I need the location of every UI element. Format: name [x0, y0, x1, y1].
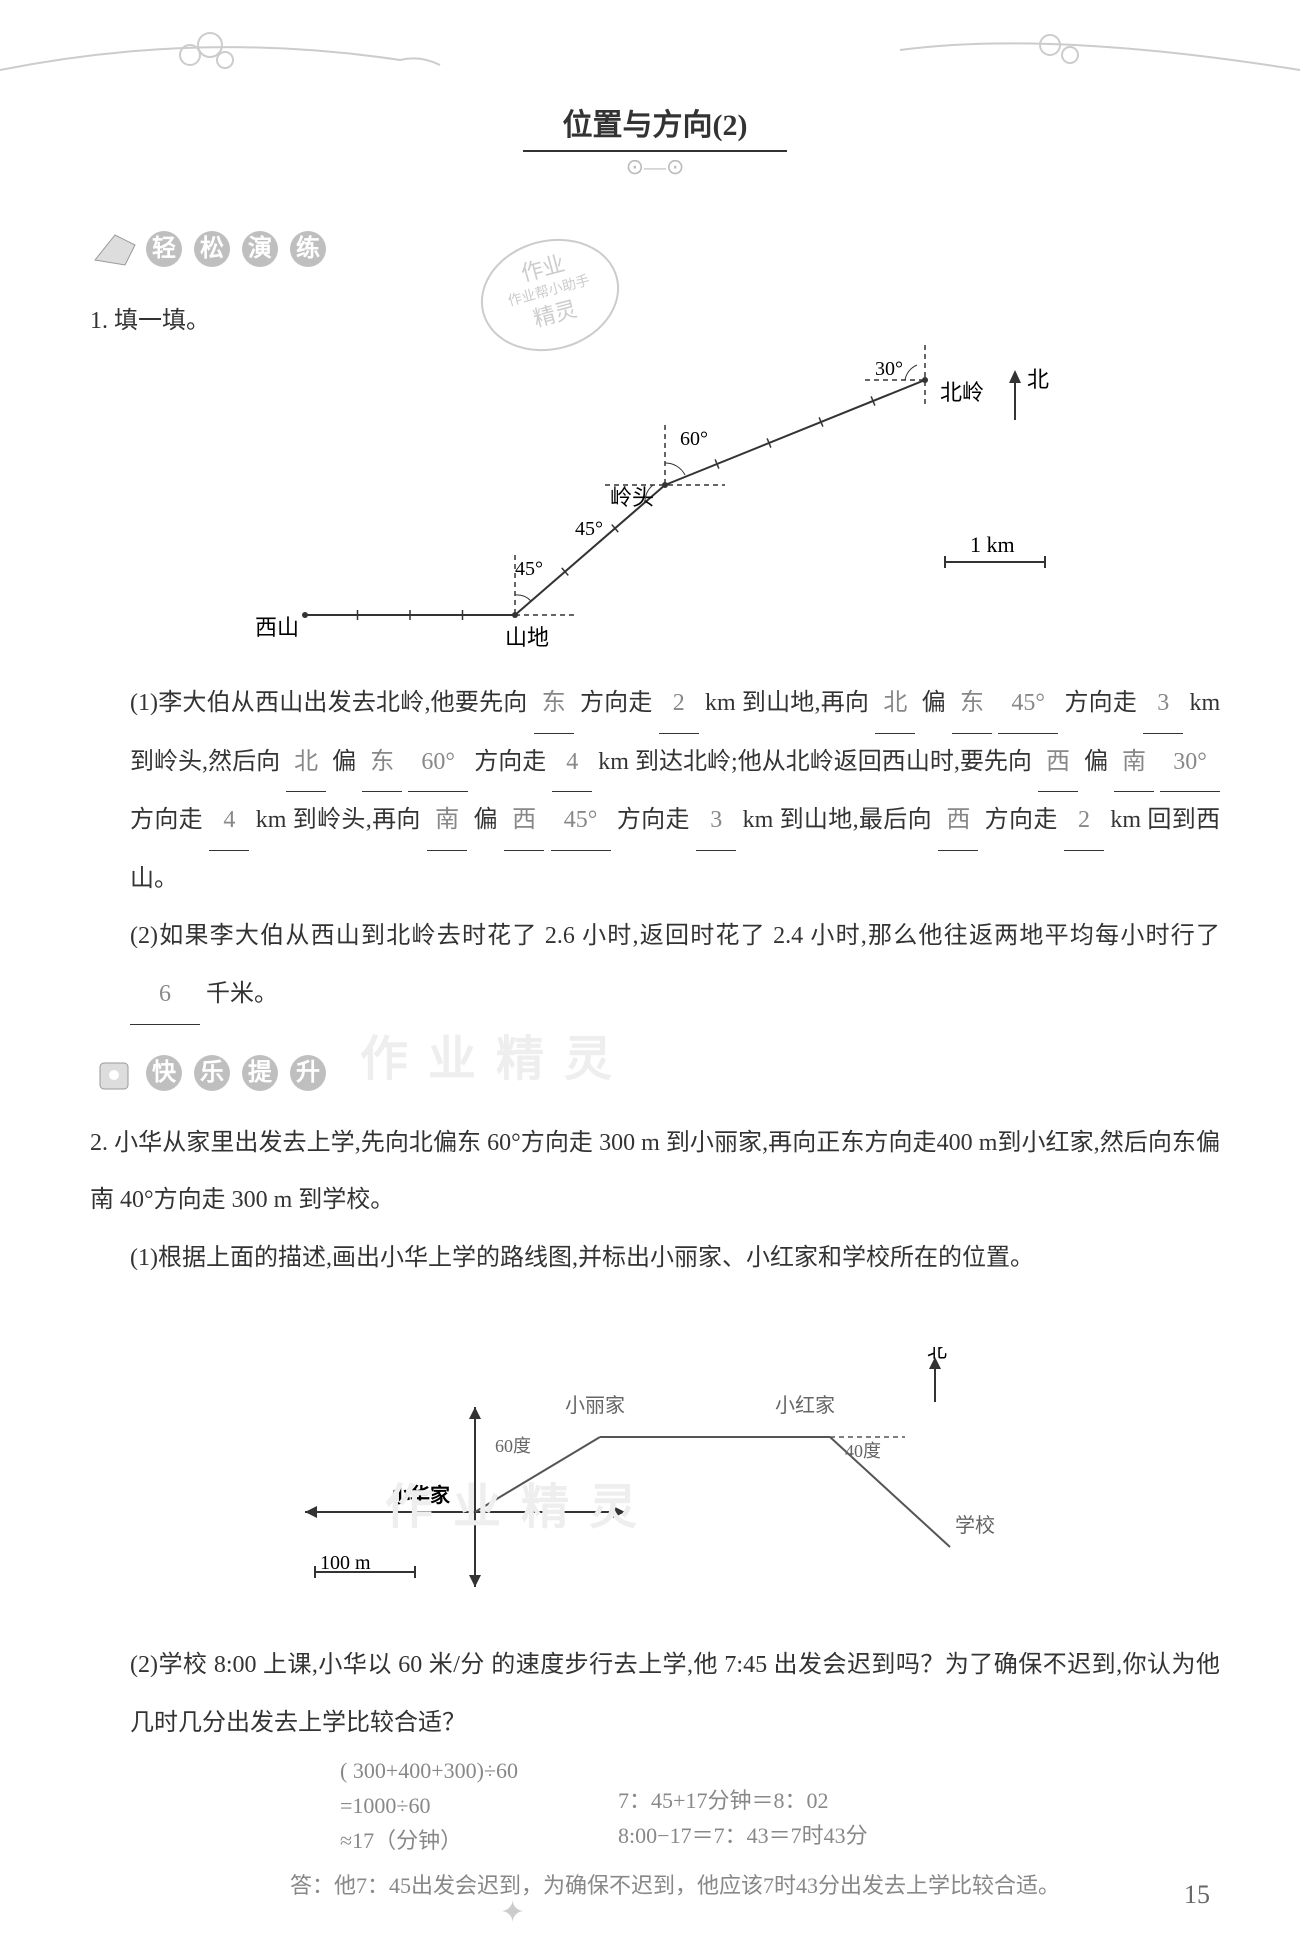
txt: 方向走 [985, 807, 1058, 833]
svg-text:岭头: 岭头 [610, 485, 654, 510]
svg-text:30°: 30° [875, 358, 903, 380]
svg-text:小丽家: 小丽家 [565, 1394, 625, 1417]
calc-right: 7：45+17分钟＝8：02 8:00−17＝7：43＝7时43分 [618, 1753, 868, 1859]
diagram-1-svg: 北 1 km 西山 山地 岭头 北岭 45° 45° 60° 30° [205, 345, 1105, 655]
blank: 4 [209, 792, 249, 851]
blank: 45° [998, 675, 1058, 734]
txt: km 到山地,再向 [705, 690, 869, 716]
txt: km 到山地,最后向 [743, 807, 932, 833]
blank: 4 [552, 734, 592, 793]
badge-icon [90, 1055, 140, 1095]
watermark-1: 作业精灵 [360, 1019, 632, 1089]
txt: 方向走 [130, 807, 203, 833]
svg-text:60度: 60度 [495, 1436, 531, 1456]
svg-text:小红家: 小红家 [775, 1394, 835, 1417]
calculation-block: ( 300+400+300)÷60 =1000÷60 ≈17（分钟） 7：45+… [340, 1753, 1220, 1859]
blank: 30° [1160, 734, 1220, 793]
txt: (1)李大伯从西山出发去北岭,他要先向 [130, 690, 528, 716]
svg-text:40度: 40度 [845, 1441, 881, 1461]
calc-line: ≈17（分钟） [340, 1823, 518, 1858]
badge-char: 演 [242, 231, 278, 267]
blank: 2 [659, 675, 699, 734]
q2-intro: 2. 小华从家里出发去上学,先向北偏东 60°方向走 300 m 到小丽家,再向… [90, 1115, 1220, 1230]
title-ornament: ⊙—⊙ [90, 154, 1220, 180]
decorative-top-flourish [0, 20, 1300, 100]
badge-char: 乐 [194, 1055, 230, 1091]
txt: 方向走 [1064, 690, 1137, 716]
svg-text:山地: 山地 [505, 625, 549, 650]
svg-text:1 km: 1 km [970, 532, 1015, 557]
blank: 60° [408, 734, 468, 793]
txt: 偏 [332, 749, 356, 775]
blank: 3 [696, 792, 736, 851]
q2-part2: (2)学校 8:00 上课,小华以 60 米/分 的速度步行去上学,他 7:45… [130, 1637, 1220, 1752]
q1-part2: (2)如果李大伯从西山到北岭去时花了 2.6 小时,返回时花了 2.4 小时,那… [130, 908, 1220, 1024]
section-badge-1: 轻 松 演 练 [90, 230, 332, 270]
svg-text:45°: 45° [575, 518, 603, 540]
svg-text:小华家: 小华家 [390, 1483, 451, 1507]
txt: 方向走 [617, 807, 690, 833]
blank: 东 [362, 734, 402, 793]
calc-line: =1000÷60 [340, 1788, 518, 1823]
txt: km 到达北岭;他从北岭返回西山时,要先向 [598, 749, 1032, 775]
blank: 45° [551, 792, 611, 851]
blank: 西 [504, 792, 544, 851]
badge-char: 升 [290, 1055, 326, 1091]
txt: km 到岭头,再向 [256, 807, 421, 833]
blank: 北 [286, 734, 326, 793]
txt: 方向走 [580, 690, 653, 716]
q2-part1: (1)根据上面的描述,画出小华上学的路线图,并标出小丽家、小红家和学校所在的位置… [130, 1230, 1220, 1288]
svg-text:北岭: 北岭 [940, 380, 984, 405]
svg-text:45°: 45° [515, 558, 543, 580]
blank: 北 [875, 675, 915, 734]
stamp-line: 作业 [474, 238, 613, 301]
calc-left: ( 300+400+300)÷60 =1000÷60 ≈17（分钟） [340, 1753, 518, 1859]
svg-text:北: 北 [927, 1347, 947, 1362]
blank: 南 [427, 792, 467, 851]
diagram-1: 北 1 km 西山 山地 岭头 北岭 45° 45° 60° 30° [205, 345, 1105, 655]
diagram-2: 作业精灵 北小华家60度40度小丽家小红家学校100 m [205, 1347, 1105, 1607]
calc-line: 7：45+17分钟＝8：02 [618, 1783, 868, 1818]
txt: 偏 [922, 690, 946, 716]
svg-text:60°: 60° [680, 428, 708, 450]
q1-part1: (1)李大伯从西山出发去北岭,他要先向 东 方向走 2 km 到山地,再向 北 … [130, 675, 1220, 908]
star-icon: ✦ [500, 1895, 525, 1930]
svg-text:学校: 学校 [955, 1514, 995, 1537]
answer-line: 答：他7：45出发会迟到，为确保不迟到，他应该7时43分出发去上学比较合适。 [290, 1868, 1220, 1900]
question-1-label: 1. 填一填。 [90, 300, 1220, 335]
badge-char: 轻 [146, 231, 182, 267]
blank: 东 [534, 675, 574, 734]
badge-char: 快 [146, 1055, 182, 1091]
calc-line: ( 300+400+300)÷60 [340, 1753, 518, 1788]
blank: 西 [938, 792, 978, 851]
blank: 3 [1143, 675, 1183, 734]
page-title: 位置与方向(2) [523, 100, 788, 152]
badge-char: 提 [242, 1055, 278, 1091]
badge-char: 练 [290, 231, 326, 267]
blank: 南 [1114, 734, 1154, 793]
page-number: 15 [1184, 1880, 1210, 1910]
badge-char: 松 [194, 231, 230, 267]
txt: 偏 [473, 807, 497, 833]
txt: 偏 [1084, 749, 1108, 775]
diagram-2-svg: 北小华家 60度 40度 小丽家 小红家学校 100 m [205, 1347, 1105, 1607]
svg-text:北: 北 [1027, 367, 1049, 392]
blank: 2 [1064, 792, 1104, 851]
txt: (2)如果李大伯从西山到北岭去时花了 2.6 小时,返回时花了 2.4 小时,那… [130, 923, 1220, 949]
txt: 千米。 [206, 981, 278, 1007]
page-root: 位置与方向(2) ⊙—⊙ 轻 松 演 练 1. 填一填。 作业 作业帮小助手 精… [0, 0, 1300, 1950]
badge-icon [90, 230, 140, 270]
title-wrap: 位置与方向(2) ⊙—⊙ [90, 100, 1220, 180]
svg-text:100 m: 100 m [320, 1552, 371, 1574]
blank: 6 [130, 966, 200, 1025]
calc-line: 8:00−17＝7：43＝7时43分 [618, 1818, 868, 1853]
section-badge-2: 快 乐 提 升 [90, 1055, 332, 1095]
blank: 西 [1038, 734, 1078, 793]
txt: 方向走 [474, 749, 546, 775]
svg-text:西山: 西山 [255, 615, 299, 640]
blank: 东 [952, 675, 992, 734]
